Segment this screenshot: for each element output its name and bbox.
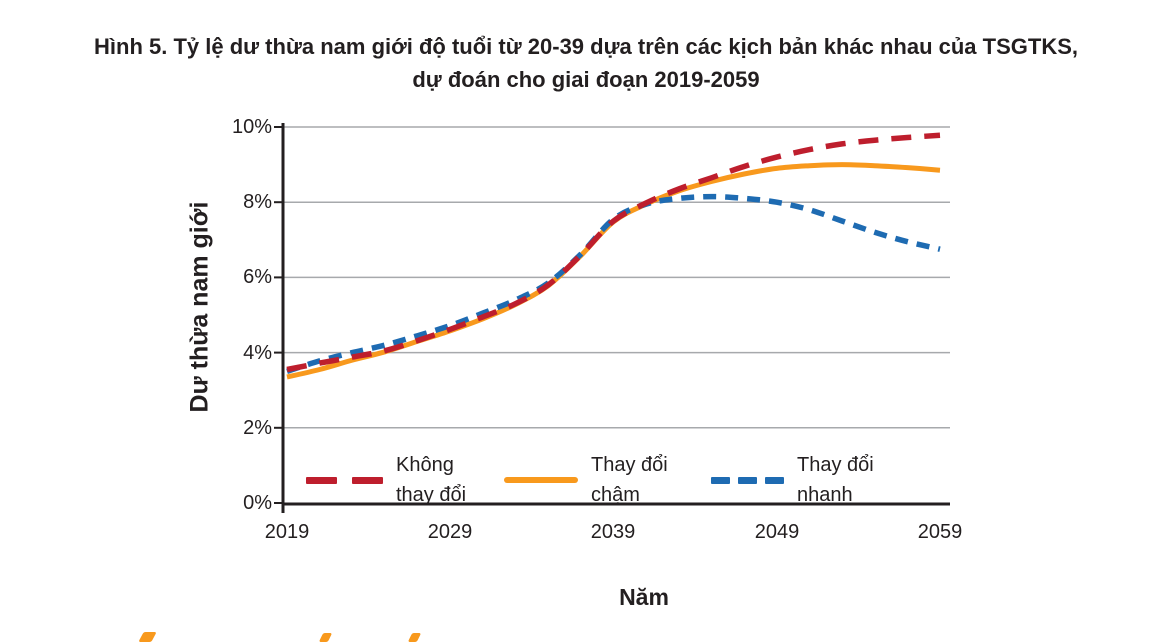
legend-item-thay-doi-nhanh: Thay đổi nhanh <box>711 449 874 511</box>
legend-label-line2: nhanh <box>797 484 853 506</box>
legend-label-line1: Thay đổi <box>591 454 668 476</box>
y-axis-title: Dư thừa nam giới <box>185 201 214 413</box>
x-axis-tick-label-2019: 2019 <box>264 521 310 543</box>
legend-label-thay-doi-nhanh: Thay đổi nhanh <box>797 450 874 510</box>
legend-item-khong-thay-doi: Không thay đổi <box>306 449 466 511</box>
legend-swatch-orange-solid-icon <box>504 477 578 483</box>
legend-label-line1: Thay đổi <box>797 454 874 476</box>
figure-title: Hình 5. Tỷ lệ dư thừa nam giới độ tuổi t… <box>0 30 1172 96</box>
legend-label-line2: chậm <box>591 484 640 506</box>
x-axis-title: Năm <box>0 584 1172 611</box>
series-line-2 <box>286 162 941 380</box>
legend-label-khong-thay-doi: Không thay đổi <box>396 450 466 510</box>
x-axis-tick-label-2059: 2059 <box>917 521 963 543</box>
y-axis-tick-label-4: 4% <box>243 342 272 364</box>
figure-title-line1: Hình 5. Tỷ lệ dư thừa nam giới độ tuổi t… <box>94 34 1078 59</box>
x-axis-title-text: Năm <box>619 584 669 610</box>
figure-title-line2: dự đoán cho giai đoạn 2019-2059 <box>412 67 760 92</box>
y-axis-tick-label-6: 6% <box>243 266 272 288</box>
y-axis-tick-label-10: 10% <box>231 116 272 138</box>
x-axis-tick-label-2029: 2029 <box>427 521 473 543</box>
y-axis-tick-label-8: 8% <box>243 191 272 213</box>
legend-swatch-blue-short-dash-icon <box>711 476 784 484</box>
legend-label-thay-doi-cham: Thay đổi chậm <box>591 450 668 510</box>
y-axis-tick-label-0: 0% <box>243 492 272 514</box>
legend-swatch-red-long-dash-icon <box>306 476 383 484</box>
x-axis-tick-label-2039: 2039 <box>590 521 636 543</box>
series-line-1 <box>286 132 941 373</box>
y-axis-tick-label-2: 2% <box>243 417 272 439</box>
legend-label-line2: thay đổi <box>396 484 467 506</box>
series-line-3 <box>286 193 941 375</box>
legend-label-line1: Không <box>396 454 454 476</box>
x-axis-tick-label-2049: 2049 <box>754 521 800 543</box>
legend-item-thay-doi-cham: Thay đổi chậm <box>504 449 668 511</box>
